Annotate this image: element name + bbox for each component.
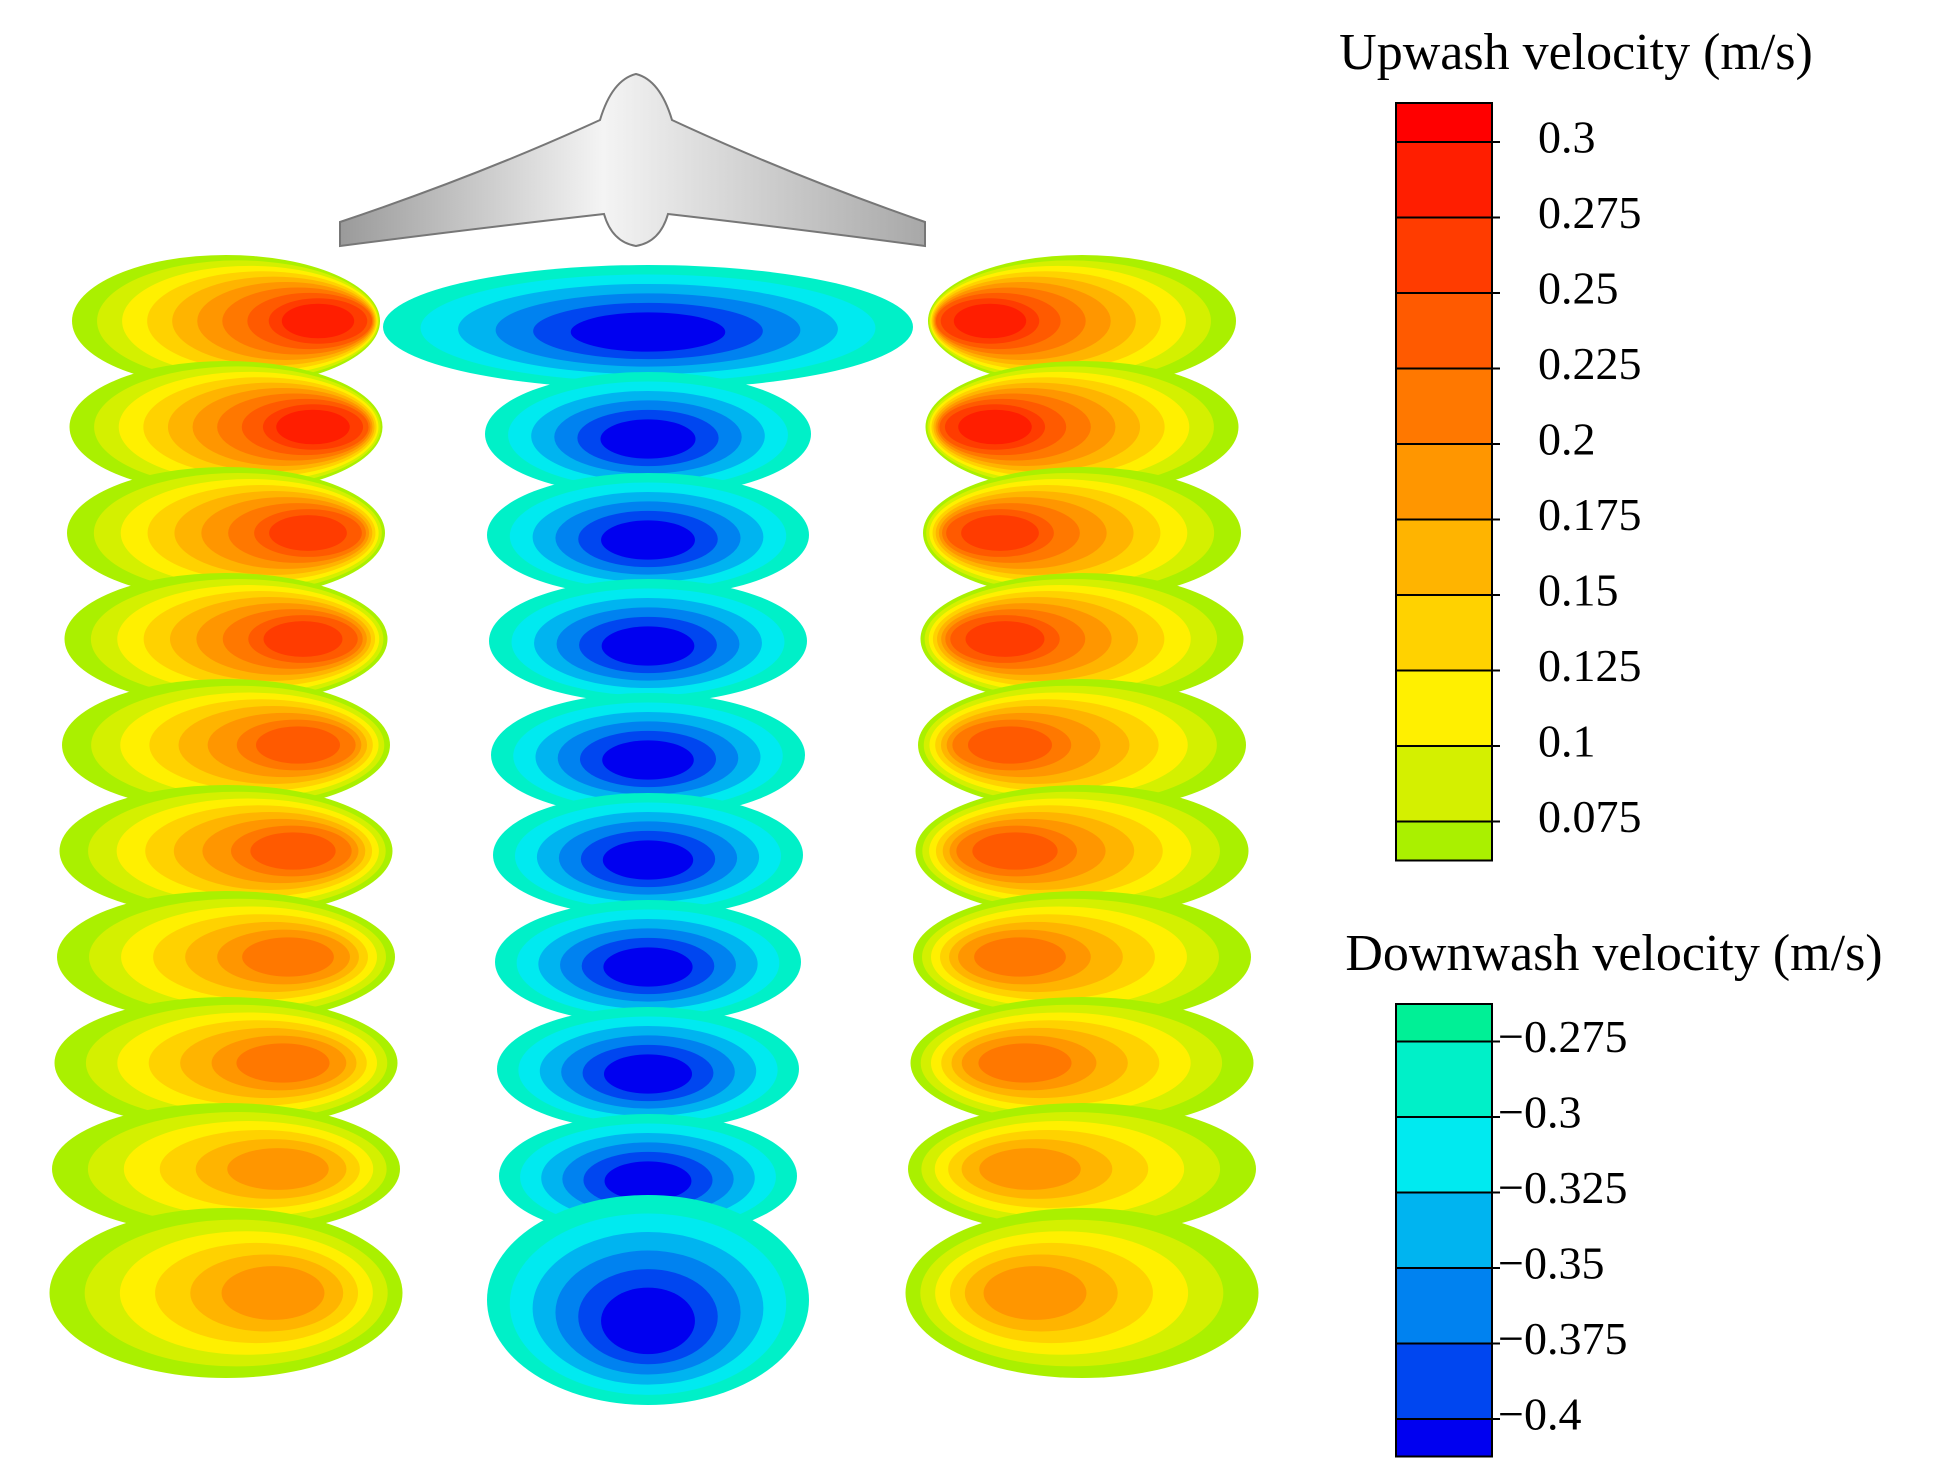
contour-level <box>250 832 336 870</box>
contour-level <box>255 726 341 764</box>
contour-level <box>958 409 1032 445</box>
colorbar-band <box>1396 670 1492 746</box>
colorbar-label: 0.2 <box>1538 414 1596 465</box>
contour-level <box>570 312 726 352</box>
colorbar-band <box>1396 1419 1492 1457</box>
contour-level <box>276 409 350 445</box>
contour-level <box>961 515 1039 551</box>
colorbar-label: −0.325 <box>1498 1162 1627 1213</box>
contour-level <box>978 1043 1072 1083</box>
colorbar-band <box>1396 1117 1492 1193</box>
colorbar-frame <box>1395 102 1493 862</box>
colorbar-band <box>1396 595 1492 671</box>
colorbar-band <box>1396 746 1492 822</box>
colorbar-band <box>1396 444 1492 520</box>
contour-level <box>603 947 693 987</box>
contour-level <box>953 303 1027 339</box>
contour-level <box>602 740 694 780</box>
colorbar-label: −0.3 <box>1498 1087 1581 1138</box>
colorbar-label: −0.4 <box>1498 1389 1581 1440</box>
contour-level <box>263 621 343 657</box>
colorbar-label: 0.075 <box>1538 791 1642 842</box>
contour-level <box>983 1266 1087 1320</box>
contour-level <box>965 621 1045 657</box>
colorbar-label: −0.35 <box>1498 1238 1604 1289</box>
colorbar-band <box>1396 1343 1492 1419</box>
colorbar-label: 0.225 <box>1538 338 1642 389</box>
colorbar-label: 0.1 <box>1538 716 1596 767</box>
colorbar-band <box>1396 103 1492 142</box>
colorbar-band <box>1396 217 1492 293</box>
colorbar-band <box>1396 1268 1492 1344</box>
aircraft-body <box>339 72 926 248</box>
colorbar-label: 0.125 <box>1538 640 1642 691</box>
colorbar-band <box>1396 293 1492 369</box>
colorbar-band <box>1396 1192 1492 1268</box>
contour-level <box>601 626 695 666</box>
colorbar-band <box>1396 1041 1492 1117</box>
contour-slices <box>49 255 1259 1405</box>
colorbar-label: 0.3 <box>1538 112 1596 163</box>
contour-level <box>601 520 695 560</box>
colorbar-label: −0.275 <box>1498 1011 1627 1062</box>
colorbars: 0.3 0.275 0.25 0.225 0.2 0.175 0.15 0.125 0.1 0.0… <box>1395 102 1642 1458</box>
contour-level <box>236 1043 330 1083</box>
downwash-title: Downwash velocity (m/s) <box>1345 925 1882 982</box>
contour-level <box>281 303 355 339</box>
contour-level <box>242 937 334 977</box>
contour-level <box>979 1148 1081 1190</box>
contour-level <box>603 1054 693 1094</box>
aircraft <box>339 72 926 248</box>
contour-level <box>604 1161 692 1201</box>
colorbar-label: 0.175 <box>1538 489 1642 540</box>
contour-level <box>602 840 694 880</box>
colorbar-label: 0.275 <box>1538 187 1642 238</box>
contour-level <box>221 1266 325 1320</box>
contour-level <box>601 1287 695 1355</box>
colorbar-band <box>1396 1004 1492 1042</box>
colorbar-band <box>1396 821 1492 861</box>
contour-level <box>269 515 347 551</box>
colorbar-label: −0.375 <box>1498 1313 1627 1364</box>
contour-level <box>600 419 696 459</box>
contour-level <box>972 832 1058 870</box>
colorbar-label: 0.25 <box>1538 263 1619 314</box>
colorbar-band <box>1396 519 1492 595</box>
contour-level <box>227 1148 329 1190</box>
contour-level <box>967 726 1053 764</box>
colorbar-band <box>1396 142 1492 218</box>
colorbar-label: 0.15 <box>1538 565 1619 616</box>
contour-level <box>974 937 1066 977</box>
colorbar-band <box>1396 368 1492 444</box>
colorbar-frame <box>1395 1003 1493 1458</box>
upwash-title: Upwash velocity (m/s) <box>1339 24 1813 81</box>
